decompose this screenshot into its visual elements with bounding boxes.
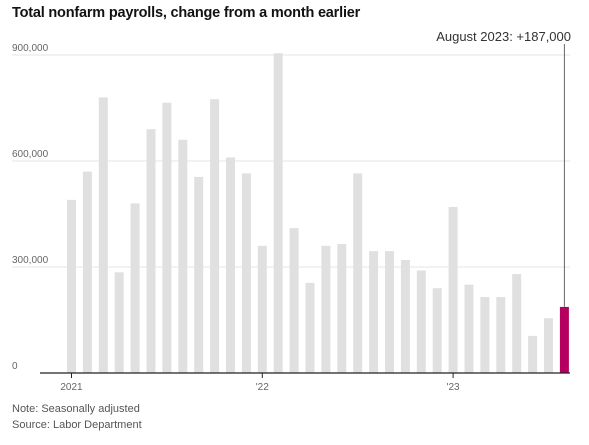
chart-note: Note: Seasonally adjusted <box>12 403 140 415</box>
bar <box>385 251 394 373</box>
bar <box>464 284 474 373</box>
bar <box>512 274 522 373</box>
bar <box>496 297 506 373</box>
bar <box>528 335 538 373</box>
bar <box>559 306 569 373</box>
axis-labels: 0 300,000 600,000 900,000 2021 '22 '23 <box>12 43 460 393</box>
latest-value-annotation: August 2023: +187,000 <box>436 29 571 44</box>
bar <box>178 139 188 373</box>
x-tick-label: '23 <box>447 382 460 393</box>
bar <box>369 251 379 373</box>
bar <box>273 53 283 373</box>
bar <box>226 157 235 373</box>
bar <box>82 171 92 373</box>
bars <box>67 44 569 374</box>
y-tick-label: 0 <box>12 361 18 372</box>
x-tick-label: '22 <box>256 382 269 393</box>
chart-title: Total nonfarm payrolls, change from a mo… <box>12 5 361 21</box>
x-tick-label: 2021 <box>60 382 83 393</box>
bar <box>480 297 490 373</box>
bar <box>130 203 140 373</box>
bar <box>337 244 347 373</box>
bar <box>146 129 156 373</box>
bar <box>241 173 251 373</box>
bar <box>98 97 108 374</box>
y-tick-label: 600,000 <box>12 149 49 160</box>
bar <box>400 259 410 373</box>
bar <box>289 228 299 373</box>
bar <box>257 245 267 373</box>
bar <box>353 173 363 373</box>
bar <box>448 206 458 373</box>
bar <box>305 282 315 373</box>
y-tick-label: 900,000 <box>12 43 49 54</box>
bar <box>210 99 220 374</box>
bar <box>544 318 553 373</box>
bar <box>194 176 204 373</box>
x-axis <box>40 372 570 378</box>
bar <box>67 199 76 373</box>
bar-chart: 0 300,000 600,000 900,000 2021 '22 '23 <box>12 43 570 393</box>
chart-source: Source: Labor Department <box>12 419 142 431</box>
bar <box>162 102 172 373</box>
bar <box>321 245 331 373</box>
bar <box>416 270 426 373</box>
y-tick-label: 300,000 <box>12 255 49 266</box>
bar <box>114 272 124 373</box>
bar <box>432 288 442 373</box>
